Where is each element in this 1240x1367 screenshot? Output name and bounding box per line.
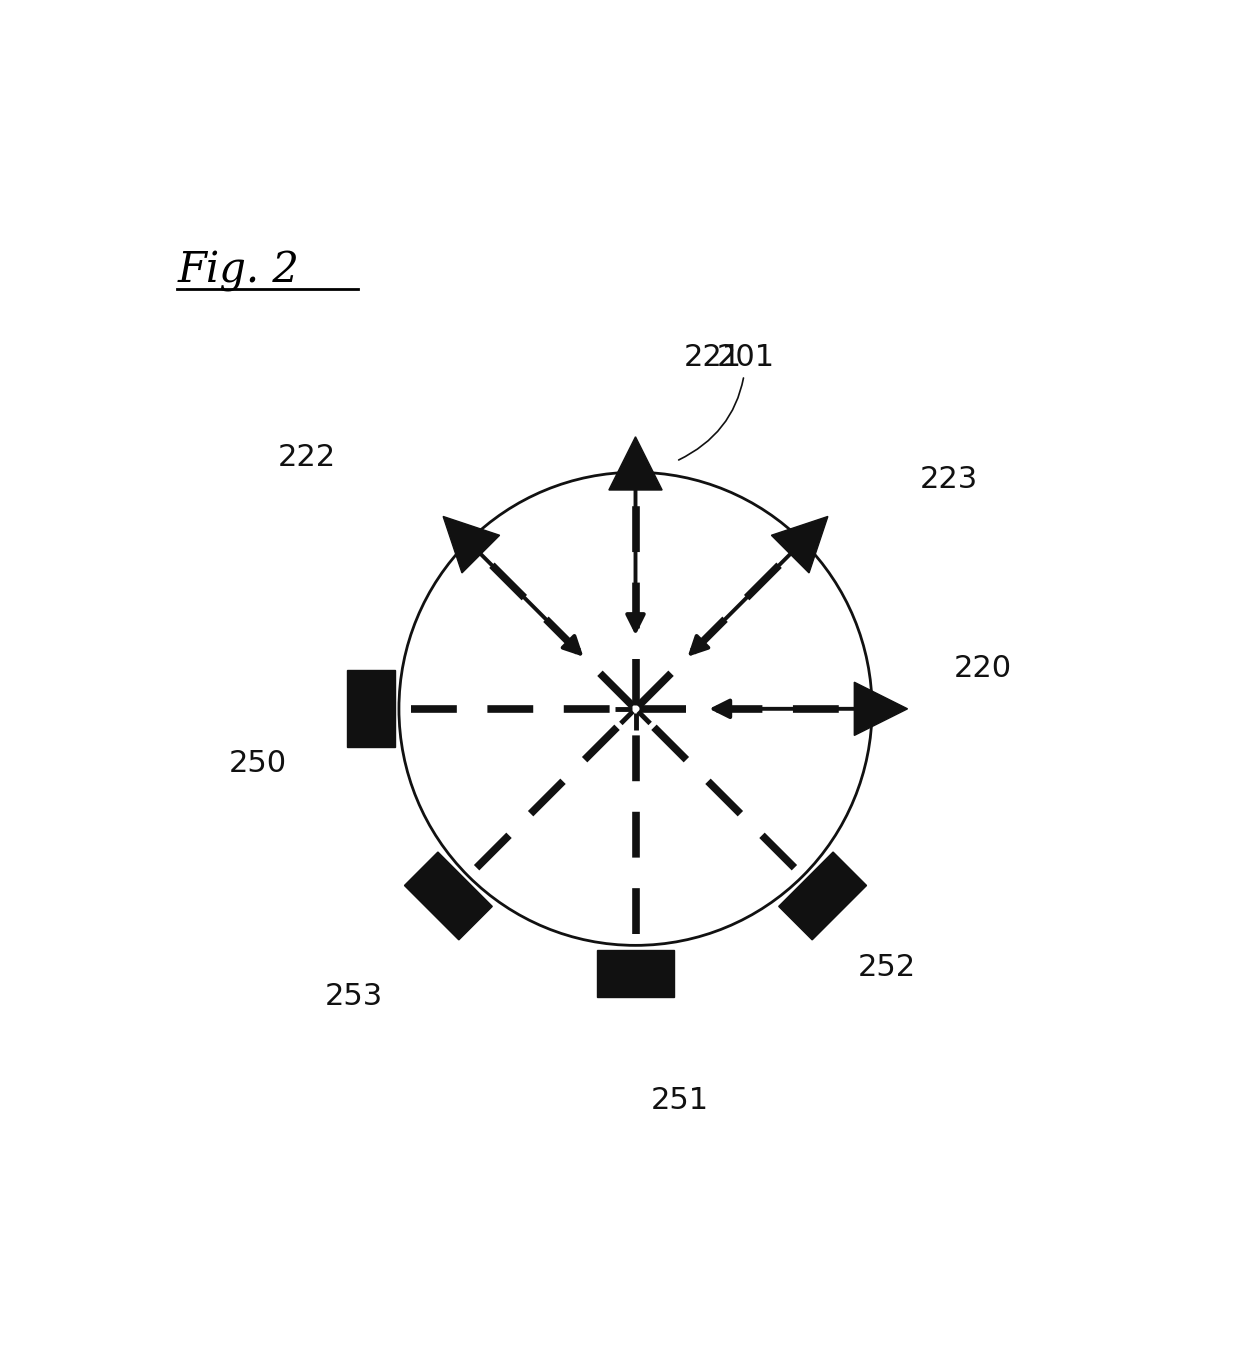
Polygon shape: [404, 852, 492, 940]
Text: 252: 252: [857, 953, 915, 982]
Text: Fig. 2: Fig. 2: [177, 250, 299, 293]
Polygon shape: [854, 682, 908, 735]
Polygon shape: [347, 670, 394, 748]
Text: 220: 220: [954, 653, 1012, 682]
Polygon shape: [771, 517, 828, 573]
Text: 253: 253: [325, 983, 383, 1012]
Text: 251: 251: [650, 1085, 708, 1115]
Text: 223: 223: [920, 465, 978, 493]
Polygon shape: [596, 950, 675, 997]
Text: 201: 201: [678, 343, 775, 459]
Polygon shape: [443, 517, 500, 573]
Text: 250: 250: [229, 749, 286, 778]
Polygon shape: [609, 437, 662, 489]
Polygon shape: [779, 852, 867, 940]
Text: 221: 221: [683, 343, 742, 372]
Text: 222: 222: [278, 443, 336, 472]
